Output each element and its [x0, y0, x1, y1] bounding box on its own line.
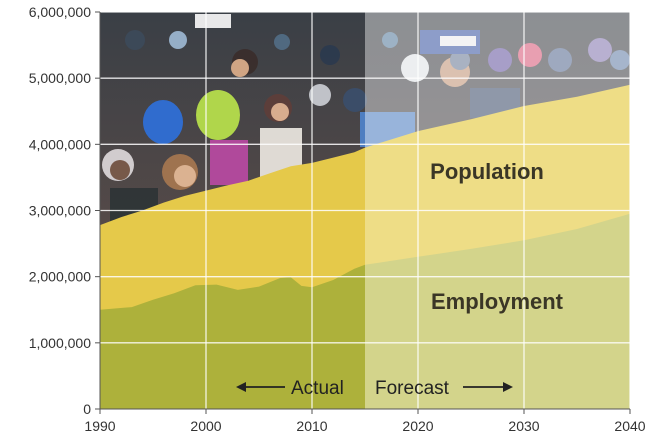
- y-tick-label: 2,000,000: [29, 269, 91, 285]
- series-label-employment: Employment: [431, 289, 564, 314]
- x-tick-label: 2040: [614, 418, 645, 434]
- forecast-label: Forecast: [375, 378, 450, 399]
- x-tick-label: 2030: [508, 418, 539, 434]
- x-tick-label: 2010: [296, 418, 327, 434]
- x-tick-label: 2000: [190, 418, 221, 434]
- area-employment-forecast: [365, 213, 630, 409]
- y-tick-label: 3,000,000: [29, 203, 91, 219]
- y-tick-label: 4,000,000: [29, 136, 91, 152]
- y-tick-label: 6,000,000: [29, 4, 91, 20]
- forecast-annotation: Forecast: [375, 378, 513, 399]
- actual-label: Actual: [291, 378, 344, 399]
- area-series-group: [100, 84, 630, 409]
- y-tick-label: 5,000,000: [29, 70, 91, 86]
- arrow-left-icon: [236, 382, 246, 392]
- x-tick-label: 1990: [84, 418, 115, 434]
- arrow-right-icon: [503, 382, 513, 392]
- gridlines: [100, 11, 631, 409]
- axes: 0 1,000,000 2,000,000 3,000,000 4,000,000 5,0…: [29, 4, 646, 434]
- series-label-population: Population: [430, 159, 544, 184]
- y-tick-label: 0: [83, 401, 91, 417]
- x-tick-label: 2020: [402, 418, 433, 434]
- y-tick-label: 1,000,000: [29, 335, 91, 351]
- actual-annotation: Actual: [236, 378, 344, 399]
- area-employment-actual: [100, 264, 365, 409]
